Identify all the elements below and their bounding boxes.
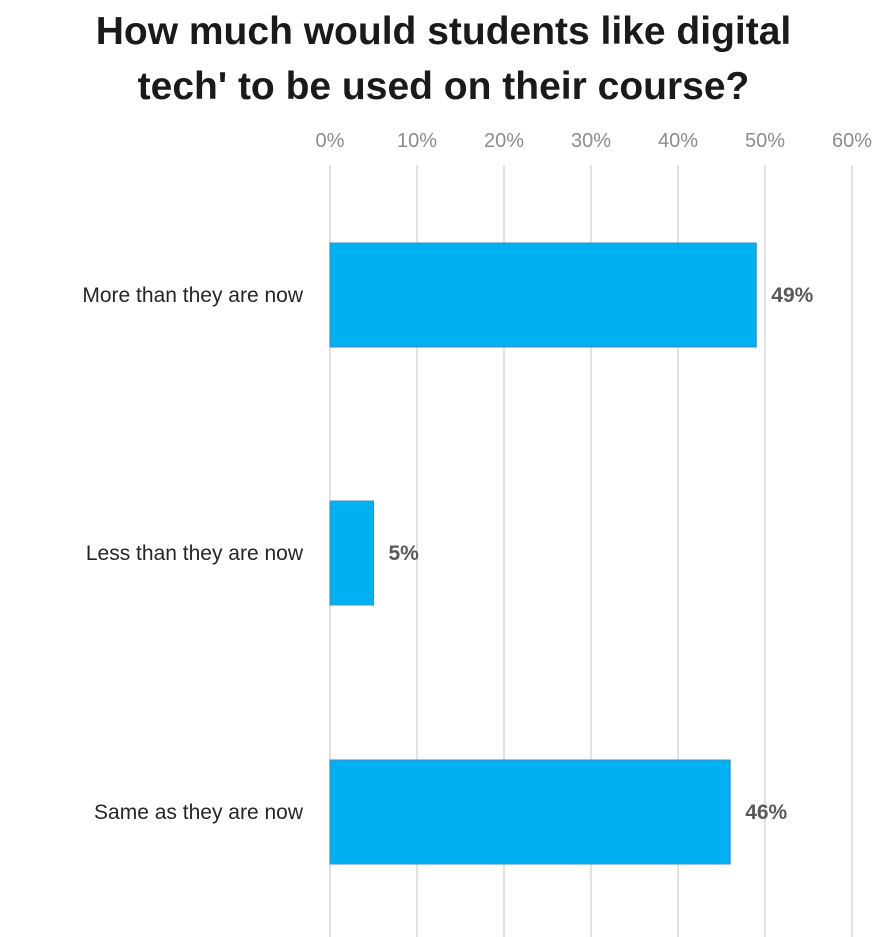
data-label-3: 46% bbox=[745, 801, 787, 824]
bars bbox=[329, 242, 757, 865]
data-label-1: 49% bbox=[771, 284, 813, 307]
x-tick-label-0: 0% bbox=[316, 130, 345, 152]
chart-title: How much would students like digital tec… bbox=[0, 4, 887, 114]
x-tick-label-50: 50% bbox=[745, 130, 785, 152]
chart-title-line-2: tech' to be used on their course? bbox=[137, 65, 750, 108]
x-tick-label-20: 20% bbox=[484, 130, 524, 152]
bar-1 bbox=[329, 242, 757, 348]
x-tick-label-30: 30% bbox=[571, 130, 611, 152]
bar-2 bbox=[329, 500, 374, 606]
category-label-2: Less than they are now bbox=[86, 542, 304, 565]
category-labels: More than they are now Less than they are… bbox=[82, 284, 303, 824]
x-tick-label-40: 40% bbox=[658, 130, 698, 152]
category-label-1: More than they are now bbox=[82, 284, 303, 307]
x-tick-label-10: 10% bbox=[397, 130, 437, 152]
x-axis-tick-labels: 0% 10% 20% 30% 40% 50% 60% bbox=[316, 130, 873, 152]
data-label-2: 5% bbox=[389, 542, 420, 565]
category-label-3: Same as they are now bbox=[94, 801, 304, 824]
data-labels: 49% 5% 46% bbox=[389, 284, 814, 824]
chart-title-line-1: How much would students like digital bbox=[95, 10, 792, 53]
x-tick-label-60: 60% bbox=[832, 130, 872, 152]
bar-3 bbox=[329, 759, 731, 865]
